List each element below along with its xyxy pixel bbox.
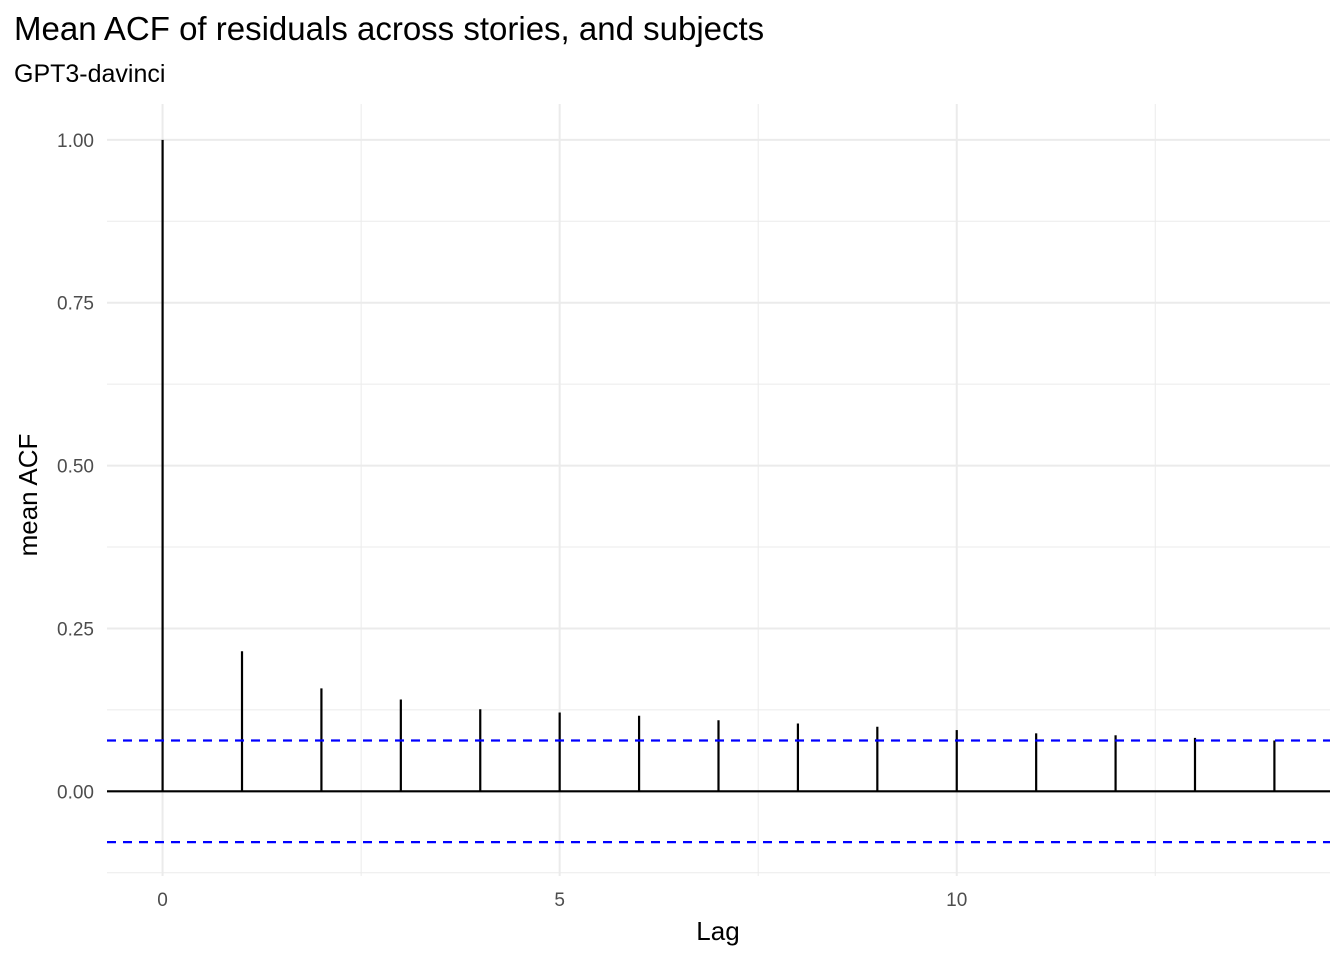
y-tick-label: 0.50 (57, 457, 94, 478)
x-tick-label: 0 (157, 890, 168, 911)
y-tick-label: 0.25 (57, 619, 94, 640)
y-axis-title: mean ACF (13, 434, 43, 557)
chart-title: Mean ACF of residuals across stories, an… (14, 10, 764, 47)
tick-labels-layer: 0.00 0.25 0.50 0.75 1.00 0 5 10 (57, 131, 967, 911)
chart-subtitle: GPT3-davinci (14, 60, 165, 88)
x-axis-title: Lag (696, 916, 739, 946)
x-tick-label: 10 (946, 890, 967, 911)
x-tick-label: 5 (554, 890, 565, 911)
y-tick-label: 0.00 (57, 782, 94, 803)
y-tick-label: 0.75 (57, 294, 94, 315)
y-tick-label: 1.00 (57, 131, 94, 152)
acf-marks-layer (107, 139, 1330, 844)
